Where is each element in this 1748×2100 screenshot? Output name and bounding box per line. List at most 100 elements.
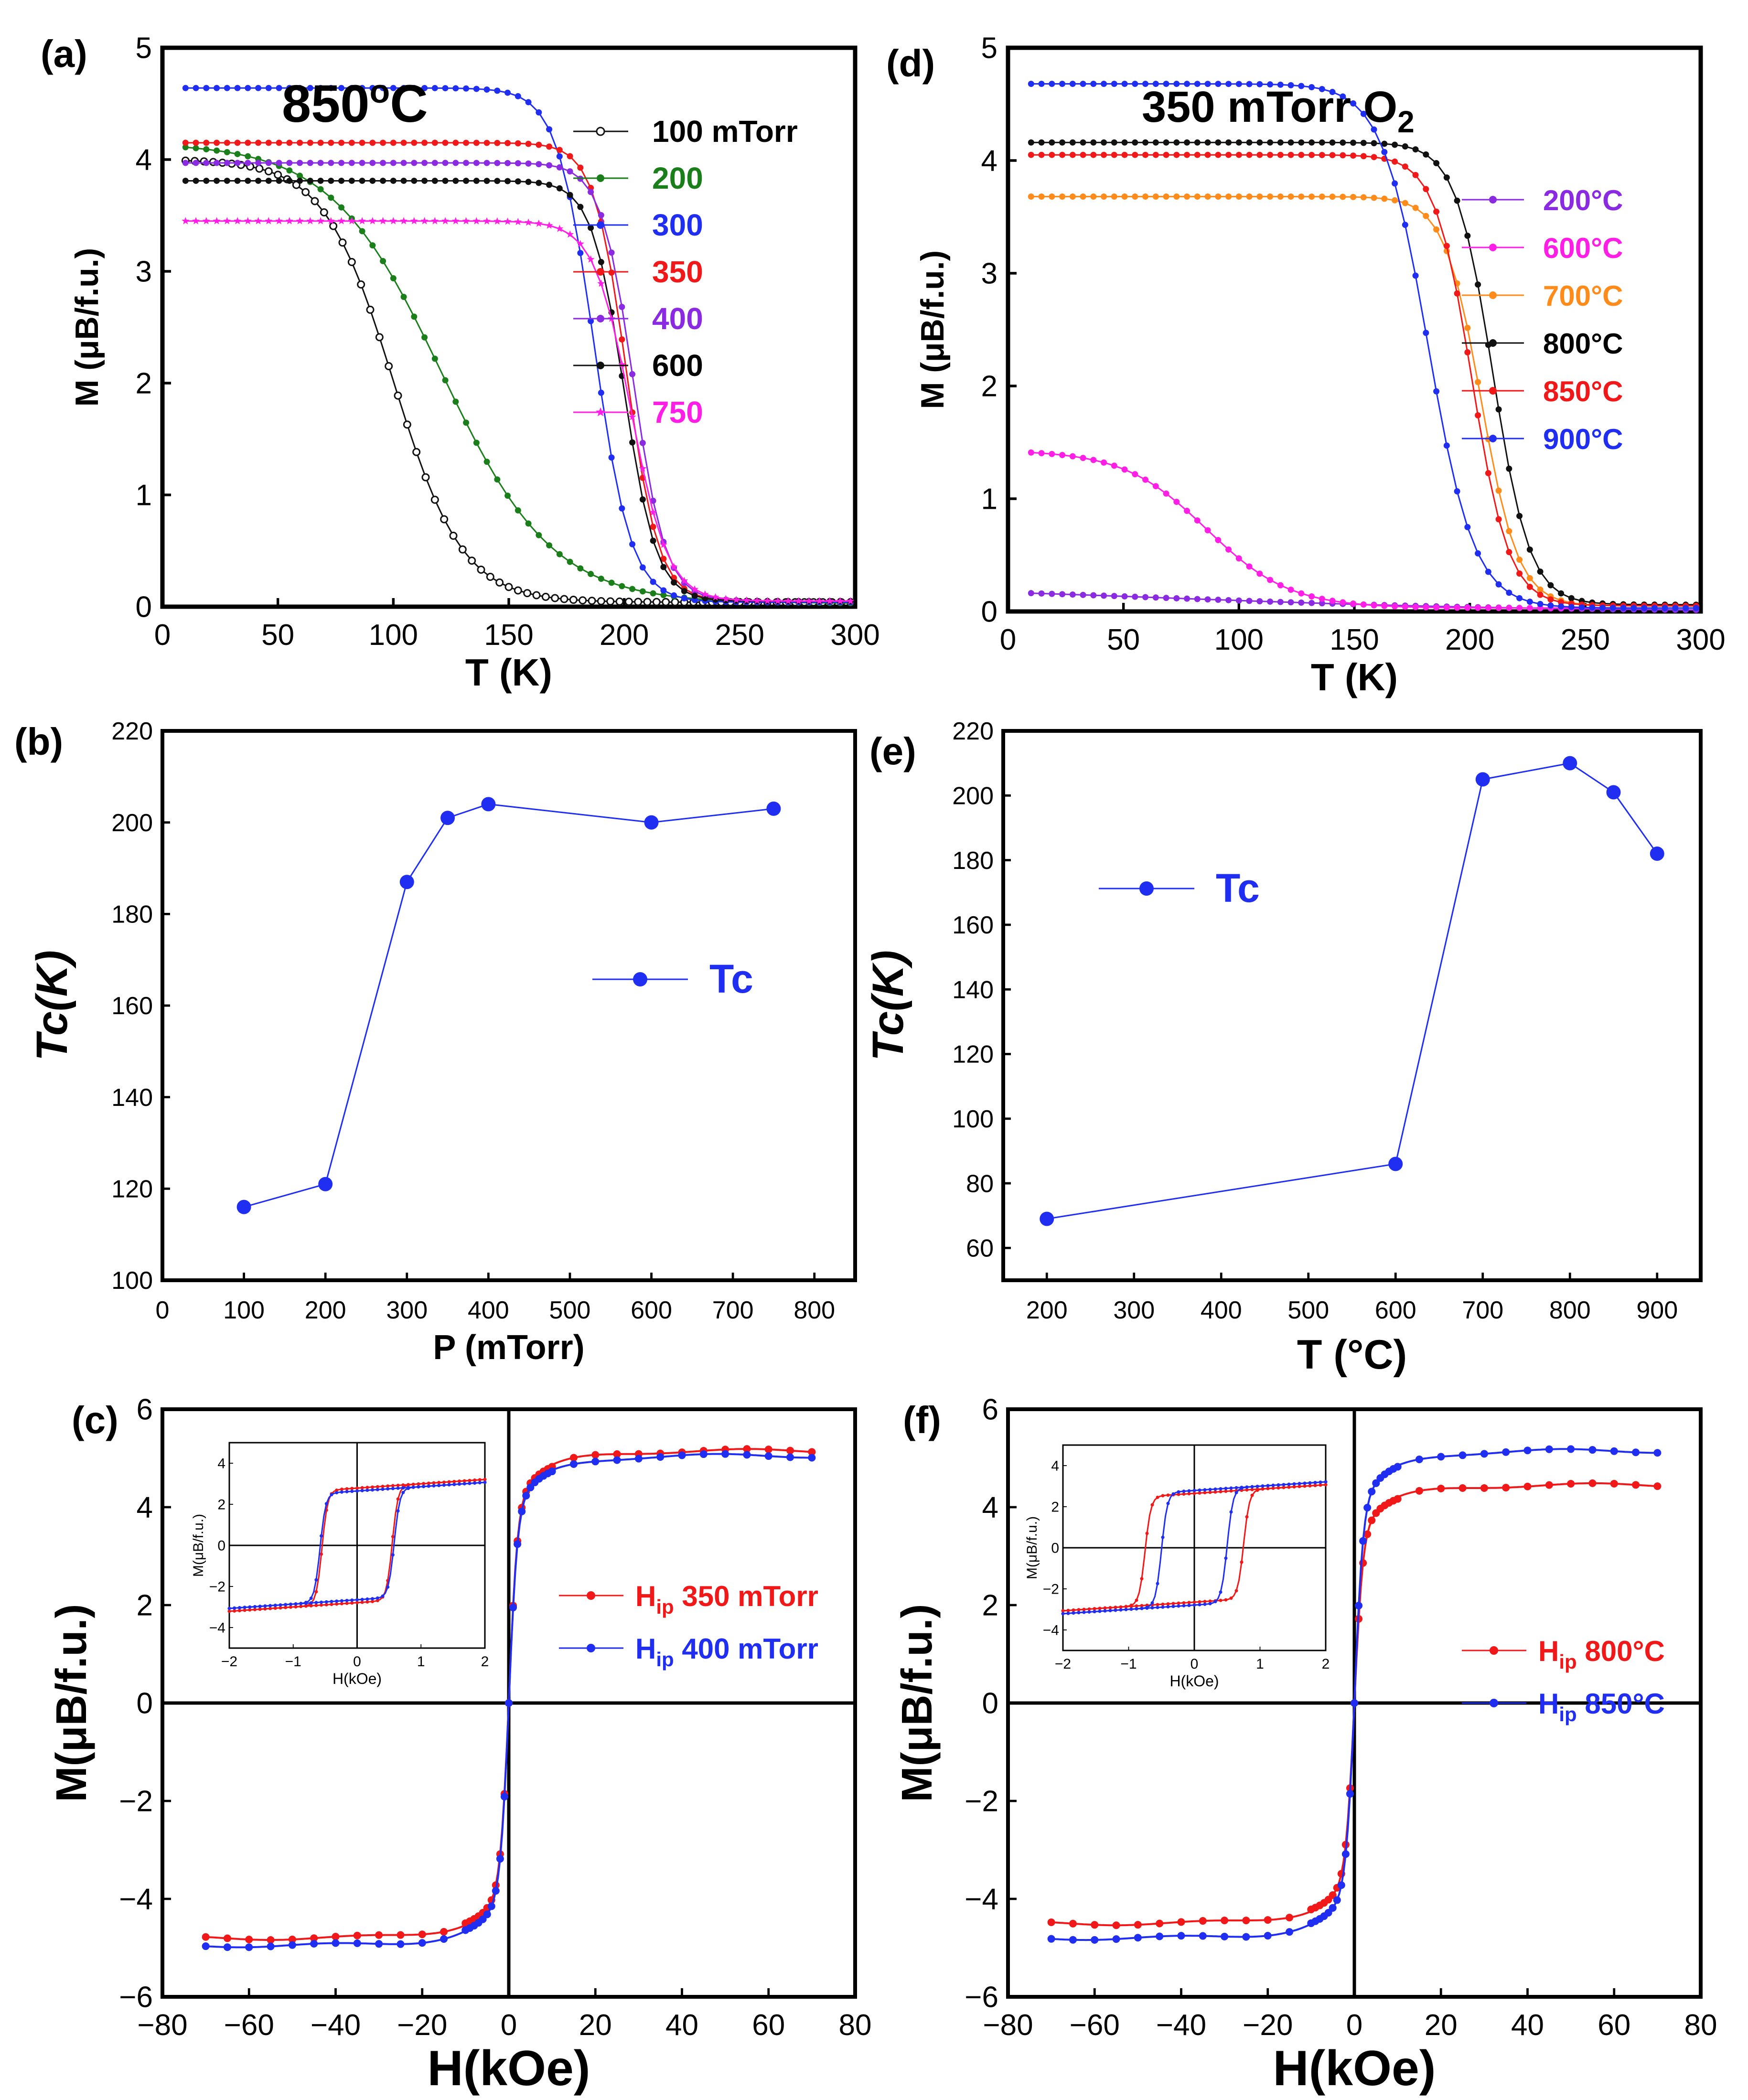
y-tick-label: 0 (981, 596, 997, 629)
data-point (1173, 595, 1180, 601)
y-tick-label: 60 (966, 1235, 994, 1263)
data-point (505, 1699, 513, 1707)
series-900-C (1028, 81, 1699, 611)
data-point (1080, 139, 1086, 146)
series-400 (182, 160, 854, 604)
data-point (234, 139, 241, 146)
data-point (400, 85, 407, 91)
inset-data-point (355, 1601, 359, 1605)
x-tick-label: 500 (549, 1296, 591, 1324)
inset-data-point (355, 1489, 359, 1493)
data-point (369, 85, 376, 91)
data-point (400, 217, 408, 225)
plot-frame (1001, 729, 1703, 1282)
data-point (678, 1451, 686, 1459)
data-point (1308, 600, 1315, 606)
data-point (1215, 537, 1222, 544)
data-point (1049, 139, 1055, 146)
legend-marker (596, 407, 605, 417)
data-point (245, 1936, 253, 1944)
data-point (286, 177, 293, 184)
data-point (307, 85, 313, 91)
data-point (536, 180, 542, 186)
data-point (711, 593, 719, 600)
inset-data-point (248, 1608, 252, 1612)
data-point (504, 493, 511, 499)
data-point (1059, 193, 1066, 200)
data-point (1194, 151, 1201, 158)
data-point (473, 178, 480, 184)
data-point (1394, 1463, 1402, 1471)
data-point (536, 141, 542, 148)
data-point (1059, 151, 1066, 158)
legend-marker (633, 972, 647, 986)
data-point (556, 147, 563, 153)
inset-data-point (1224, 1487, 1228, 1490)
y-tick-label: 4 (136, 144, 152, 177)
legend-marker (587, 1591, 595, 1600)
data-point (546, 182, 553, 188)
data-point (483, 178, 490, 184)
inset-data-point (371, 1485, 375, 1489)
data-point (1049, 151, 1055, 158)
inset-data-point (294, 1602, 298, 1606)
inset-data-point (411, 1482, 415, 1486)
data-point (245, 1943, 253, 1951)
inset-data-point (483, 1480, 487, 1484)
inset-data-point (1177, 1604, 1180, 1608)
data-point (1091, 1936, 1099, 1944)
data-point (1028, 81, 1034, 87)
data-point (1090, 151, 1097, 158)
data-point (1423, 151, 1429, 158)
data-point (1308, 593, 1315, 600)
panel-label: (e) (869, 730, 916, 772)
data-point (629, 371, 636, 377)
inset-data-point (1082, 1607, 1086, 1611)
data-point (591, 1451, 600, 1459)
inset-data-point (1219, 1598, 1223, 1602)
data-point (366, 305, 375, 314)
inset-data-point (1077, 1611, 1081, 1615)
data-point (1246, 151, 1253, 158)
data-point (548, 1468, 556, 1476)
inset-data-point (473, 1481, 477, 1485)
data-point (1163, 193, 1169, 200)
y-tick-label: 2 (136, 367, 152, 400)
data-point (359, 85, 365, 91)
inset-x-tick-label: −2 (1055, 1656, 1071, 1672)
data-point (202, 1942, 210, 1950)
data-point (234, 150, 241, 157)
data-point (400, 177, 407, 184)
data-point (421, 139, 428, 146)
data-point (214, 85, 220, 91)
inset-data-point (375, 1596, 379, 1600)
data-point (1381, 602, 1388, 609)
inset-data-point (1229, 1510, 1233, 1514)
data-point (556, 153, 563, 160)
inset-data-point (1166, 1605, 1170, 1608)
inset-data-point (1219, 1489, 1223, 1493)
data-point (483, 160, 490, 166)
inset-data-point (365, 1489, 369, 1492)
data-point (1256, 598, 1263, 605)
data-point (431, 160, 438, 166)
data-point (1464, 524, 1471, 530)
inset-data-point (258, 1607, 262, 1611)
data-point (639, 464, 647, 472)
data-point (1091, 1921, 1099, 1929)
data-point (569, 1454, 578, 1462)
inset-x-tick-label: 1 (417, 1654, 425, 1670)
data-point (421, 85, 428, 91)
data-point (1069, 151, 1076, 158)
data-point (1368, 1488, 1376, 1496)
inset-data-point (1213, 1600, 1217, 1604)
data-point (390, 85, 397, 91)
data-point (1194, 81, 1201, 87)
inset-data-point (335, 1599, 339, 1603)
inset-data-point (314, 1578, 318, 1582)
y-axis-title: M(μB/f.u.) (893, 1604, 941, 1802)
data-point (224, 85, 230, 91)
inset-y-tick-label: 2 (217, 1497, 225, 1513)
data-point (1287, 193, 1294, 200)
data-point (1526, 583, 1533, 590)
